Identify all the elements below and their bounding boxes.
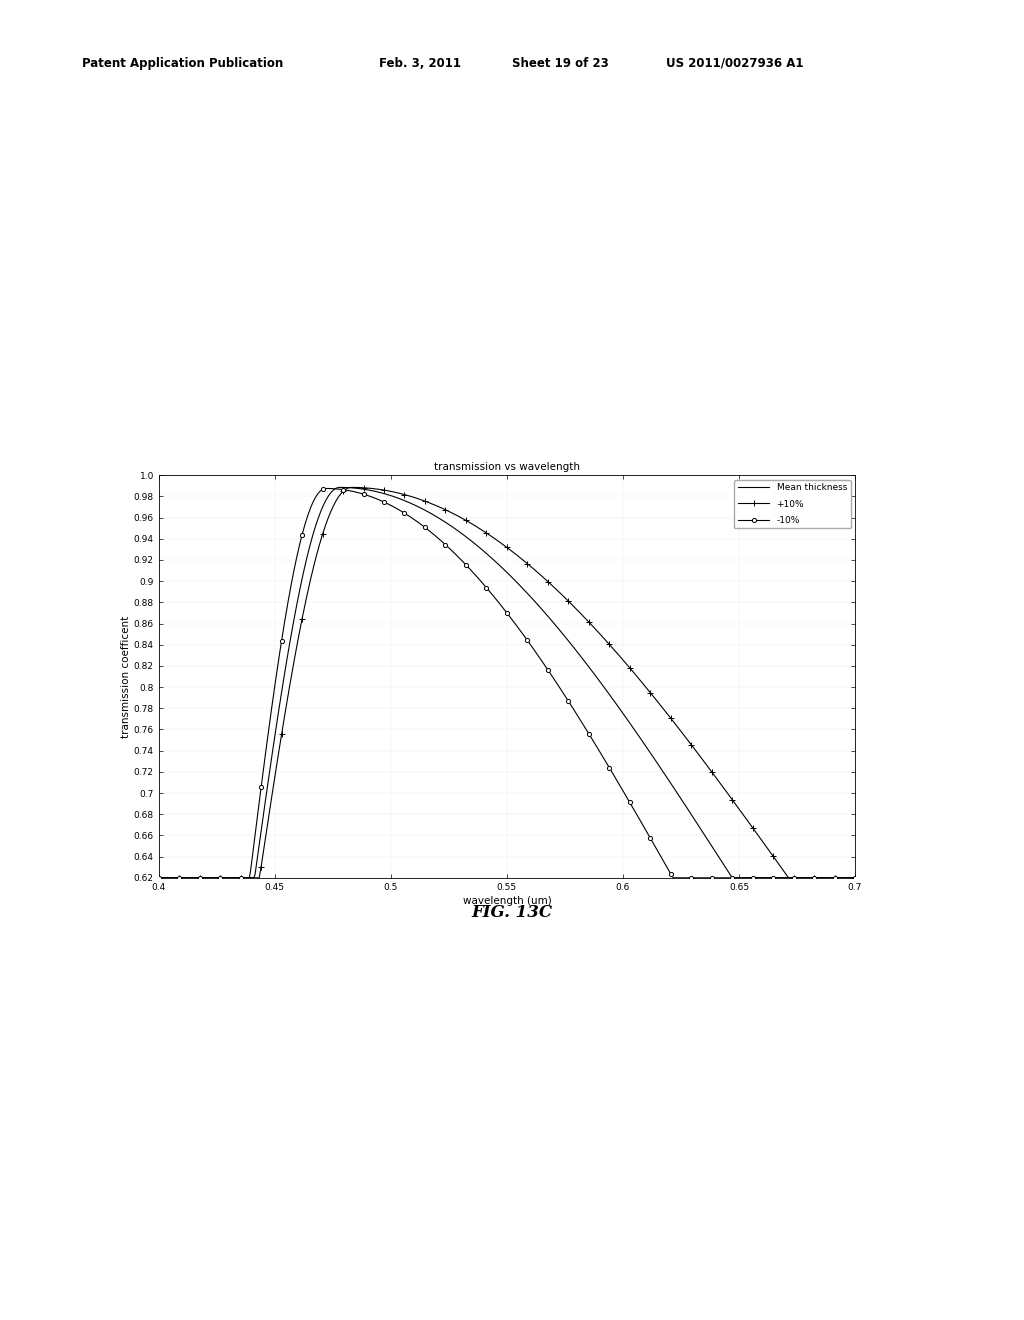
Text: US 2011/0027936 A1: US 2011/0027936 A1 [666,57,803,70]
Title: transmission vs wavelength: transmission vs wavelength [434,462,580,471]
Legend: Mean thickness, +10%, -10%: Mean thickness, +10%, -10% [734,479,851,528]
Text: Feb. 3, 2011: Feb. 3, 2011 [379,57,461,70]
Text: Patent Application Publication: Patent Application Publication [82,57,284,70]
X-axis label: wavelength (um): wavelength (um) [463,896,551,906]
Text: Sheet 19 of 23: Sheet 19 of 23 [512,57,608,70]
Text: FIG. 13C: FIG. 13C [471,904,553,921]
Y-axis label: transmission coefficent: transmission coefficent [121,615,131,738]
